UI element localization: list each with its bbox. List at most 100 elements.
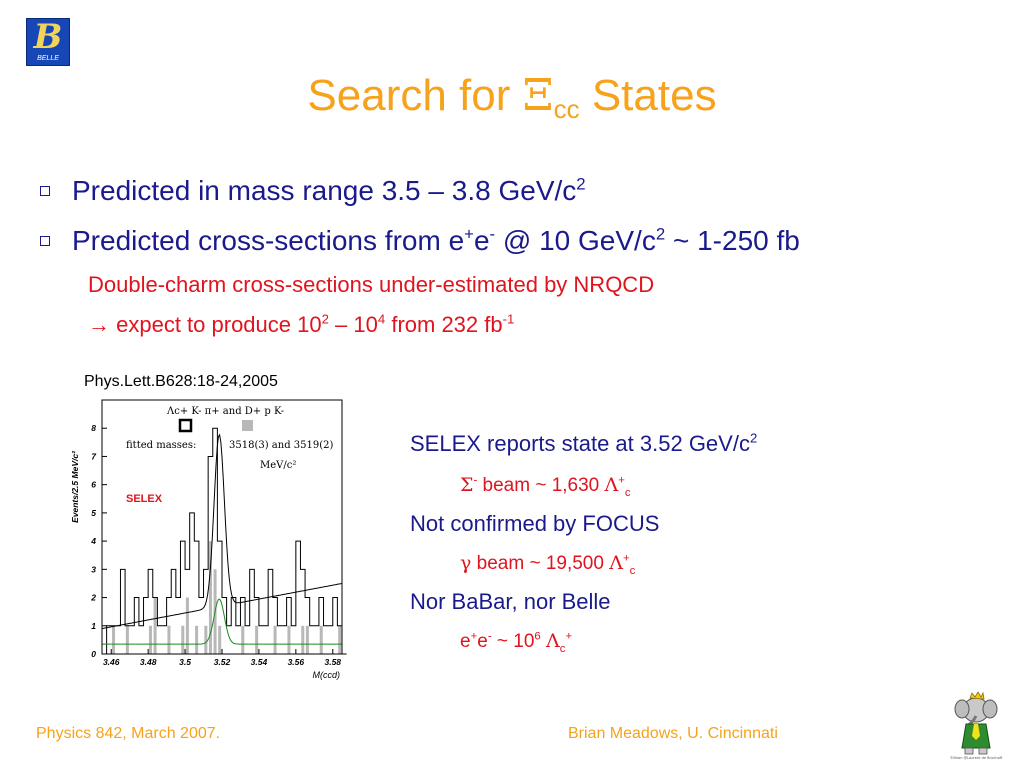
bullet-sup: 2 <box>576 174 586 194</box>
lambda-symbol: Λ <box>546 630 560 652</box>
panel-sup: - <box>487 630 492 643</box>
footer-author: Brian Meadows, U. Cincinnati <box>568 725 778 742</box>
x-tick-label: 3.54 <box>251 657 268 667</box>
bullet-cross-sections: Predicted cross-sections from e+e- @ 10 … <box>40 224 800 258</box>
title-xi-symbol: Ξ <box>522 70 554 121</box>
y-axis-label: Events/2.5 MeV/c² <box>70 450 80 523</box>
panel-text: e <box>477 631 488 652</box>
lambda-symbol: Λ <box>609 552 623 574</box>
fit-curve-background <box>102 598 342 645</box>
x-axis-label: M(ccd) <box>313 670 341 680</box>
subpoint-sup: 2 <box>321 311 329 327</box>
plot-frame <box>101 399 343 655</box>
subpoint-sup: -1 <box>502 311 515 327</box>
shaded-bar <box>273 625 277 654</box>
panel-sup: 2 <box>749 430 758 446</box>
bullet-text: @ 10 GeV/c <box>495 225 656 256</box>
shaded-bar <box>112 625 116 654</box>
x-tick-label: 3.46 <box>103 657 120 667</box>
shaded-bar <box>319 625 323 654</box>
panel-text: e <box>460 631 471 652</box>
focus-line: Not confirmed by FOCUS <box>410 511 660 536</box>
shaded-bar <box>218 625 222 654</box>
x-tick-label: 3.56 <box>288 657 305 667</box>
gamma-symbol: γ <box>460 552 472 574</box>
y-tick-label: 4 <box>90 536 96 546</box>
mascot-credit: ©Brian @Laurent de Brunhoff <box>950 756 1003 760</box>
shaded-bar <box>301 625 305 654</box>
title-prefix: Search for <box>307 71 523 120</box>
panel-sup: + <box>565 630 573 643</box>
reference-citation: Phys.Lett.B628:18-24,2005 <box>84 373 278 390</box>
square-bullet-icon <box>40 236 50 246</box>
y-tick-label: 3 <box>91 564 96 574</box>
panel-sup: + <box>618 474 625 487</box>
legend-fitted-label: fitted masses: <box>126 440 196 451</box>
sigma-beam: Σ- beam ~ 1,630 Λ+c <box>460 472 631 499</box>
bullet-text: ~ 1-250 fb <box>665 225 800 256</box>
sigma-symbol: Σ <box>460 474 474 496</box>
y-tick-label: 2 <box>90 593 96 603</box>
shaded-bar <box>148 625 152 654</box>
panel-sup: - <box>473 474 478 487</box>
subpoint-sup: 4 <box>377 311 386 327</box>
subpoint-text: expect to produce 10 <box>110 312 322 337</box>
panel-text: beam ~ 19,500 <box>471 553 610 574</box>
square-bullet-icon <box>40 186 50 196</box>
panel-sub: c <box>559 642 566 655</box>
y-tick-label: 0 <box>91 649 96 659</box>
shaded-bar <box>255 625 259 654</box>
belle-logo-letter-icon: B <box>33 17 63 57</box>
y-tick-label: 5 <box>91 508 96 518</box>
bullet-sup: 2 <box>655 224 666 244</box>
panel-text: ~ 10 <box>491 631 535 652</box>
bullet-text: e <box>473 225 490 256</box>
shaded-bar <box>204 625 208 654</box>
ee-line: e+e- ~ 106 Λc+ <box>460 628 572 655</box>
shaded-bar <box>185 597 189 654</box>
slide-title: Search for Ξcc States <box>0 70 1024 135</box>
panel-sup: 6 <box>534 630 541 643</box>
babar-belle-line: Nor BaBar, nor Belle <box>410 589 611 614</box>
panel-sub: c <box>624 486 631 499</box>
shaded-bar <box>305 625 309 654</box>
arrow-right-icon: → <box>88 312 110 337</box>
fit-curve <box>101 433 343 630</box>
selex-annotation: SELEX <box>126 493 163 505</box>
panel-sup: + <box>470 630 478 643</box>
panel-sup: + <box>622 552 630 565</box>
belle-logo: B BELLE <box>26 17 70 66</box>
y-tick-label: 6 <box>91 480 96 490</box>
panel-text: beam ~ 1,630 <box>477 475 605 496</box>
lambda-symbol: Λ <box>604 474 619 496</box>
legend-channel-label: Λc+ K- π+ and D+ p K- <box>166 406 284 417</box>
y-tick-label: 1 <box>91 621 96 631</box>
x-tick-label: 3.58 <box>324 657 341 667</box>
shaded-bar <box>153 597 157 654</box>
y-tick-label: 7 <box>91 451 97 461</box>
x-tick-label: 3.48 <box>140 657 157 667</box>
shaded-bar <box>167 625 171 654</box>
legend-shaded-swatch <box>242 420 253 431</box>
subpoint-text: Double-charm cross-sections under-estima… <box>88 272 655 297</box>
panel-text: SELEX reports state at 3.52 GeV/c <box>410 431 750 456</box>
bullet-mass-range: Predicted in mass range 3.5 – 3.8 GeV/c2 <box>40 174 586 208</box>
shaded-bar <box>241 625 245 654</box>
bullet-sup: - <box>489 224 496 244</box>
bullet-text: Predicted cross-sections from e <box>72 225 465 256</box>
legend-fitted-values: 3518(3) and 3519(2) <box>229 440 333 451</box>
panel-sub: c <box>629 564 636 577</box>
gamma-beam: γ beam ~ 19,500 Λ+c <box>460 550 635 577</box>
bullet-text: Predicted in mass range 3.5 – 3.8 GeV/c <box>72 175 577 206</box>
x-tick-label: 3.5 <box>179 657 191 667</box>
x-tick-label: 3.52 <box>214 657 231 667</box>
selex-reports: SELEX reports state at 3.52 GeV/c2 <box>410 430 757 458</box>
shaded-bar <box>287 625 291 654</box>
legend-fitted-unit: MeV/c² <box>260 460 296 471</box>
subpoint-nrqcd: Double-charm cross-sections under-estima… <box>88 271 654 299</box>
babar-elephant-icon: ©Brian @Laurent de Brunhoff <box>950 691 1003 760</box>
subpoint-expect: → expect to produce 102 – 104 from 232 f… <box>88 311 514 339</box>
legend-open-swatch <box>178 418 193 433</box>
subpoint-text: from 232 fb <box>385 312 503 337</box>
y-tick-label: 8 <box>91 423 96 433</box>
